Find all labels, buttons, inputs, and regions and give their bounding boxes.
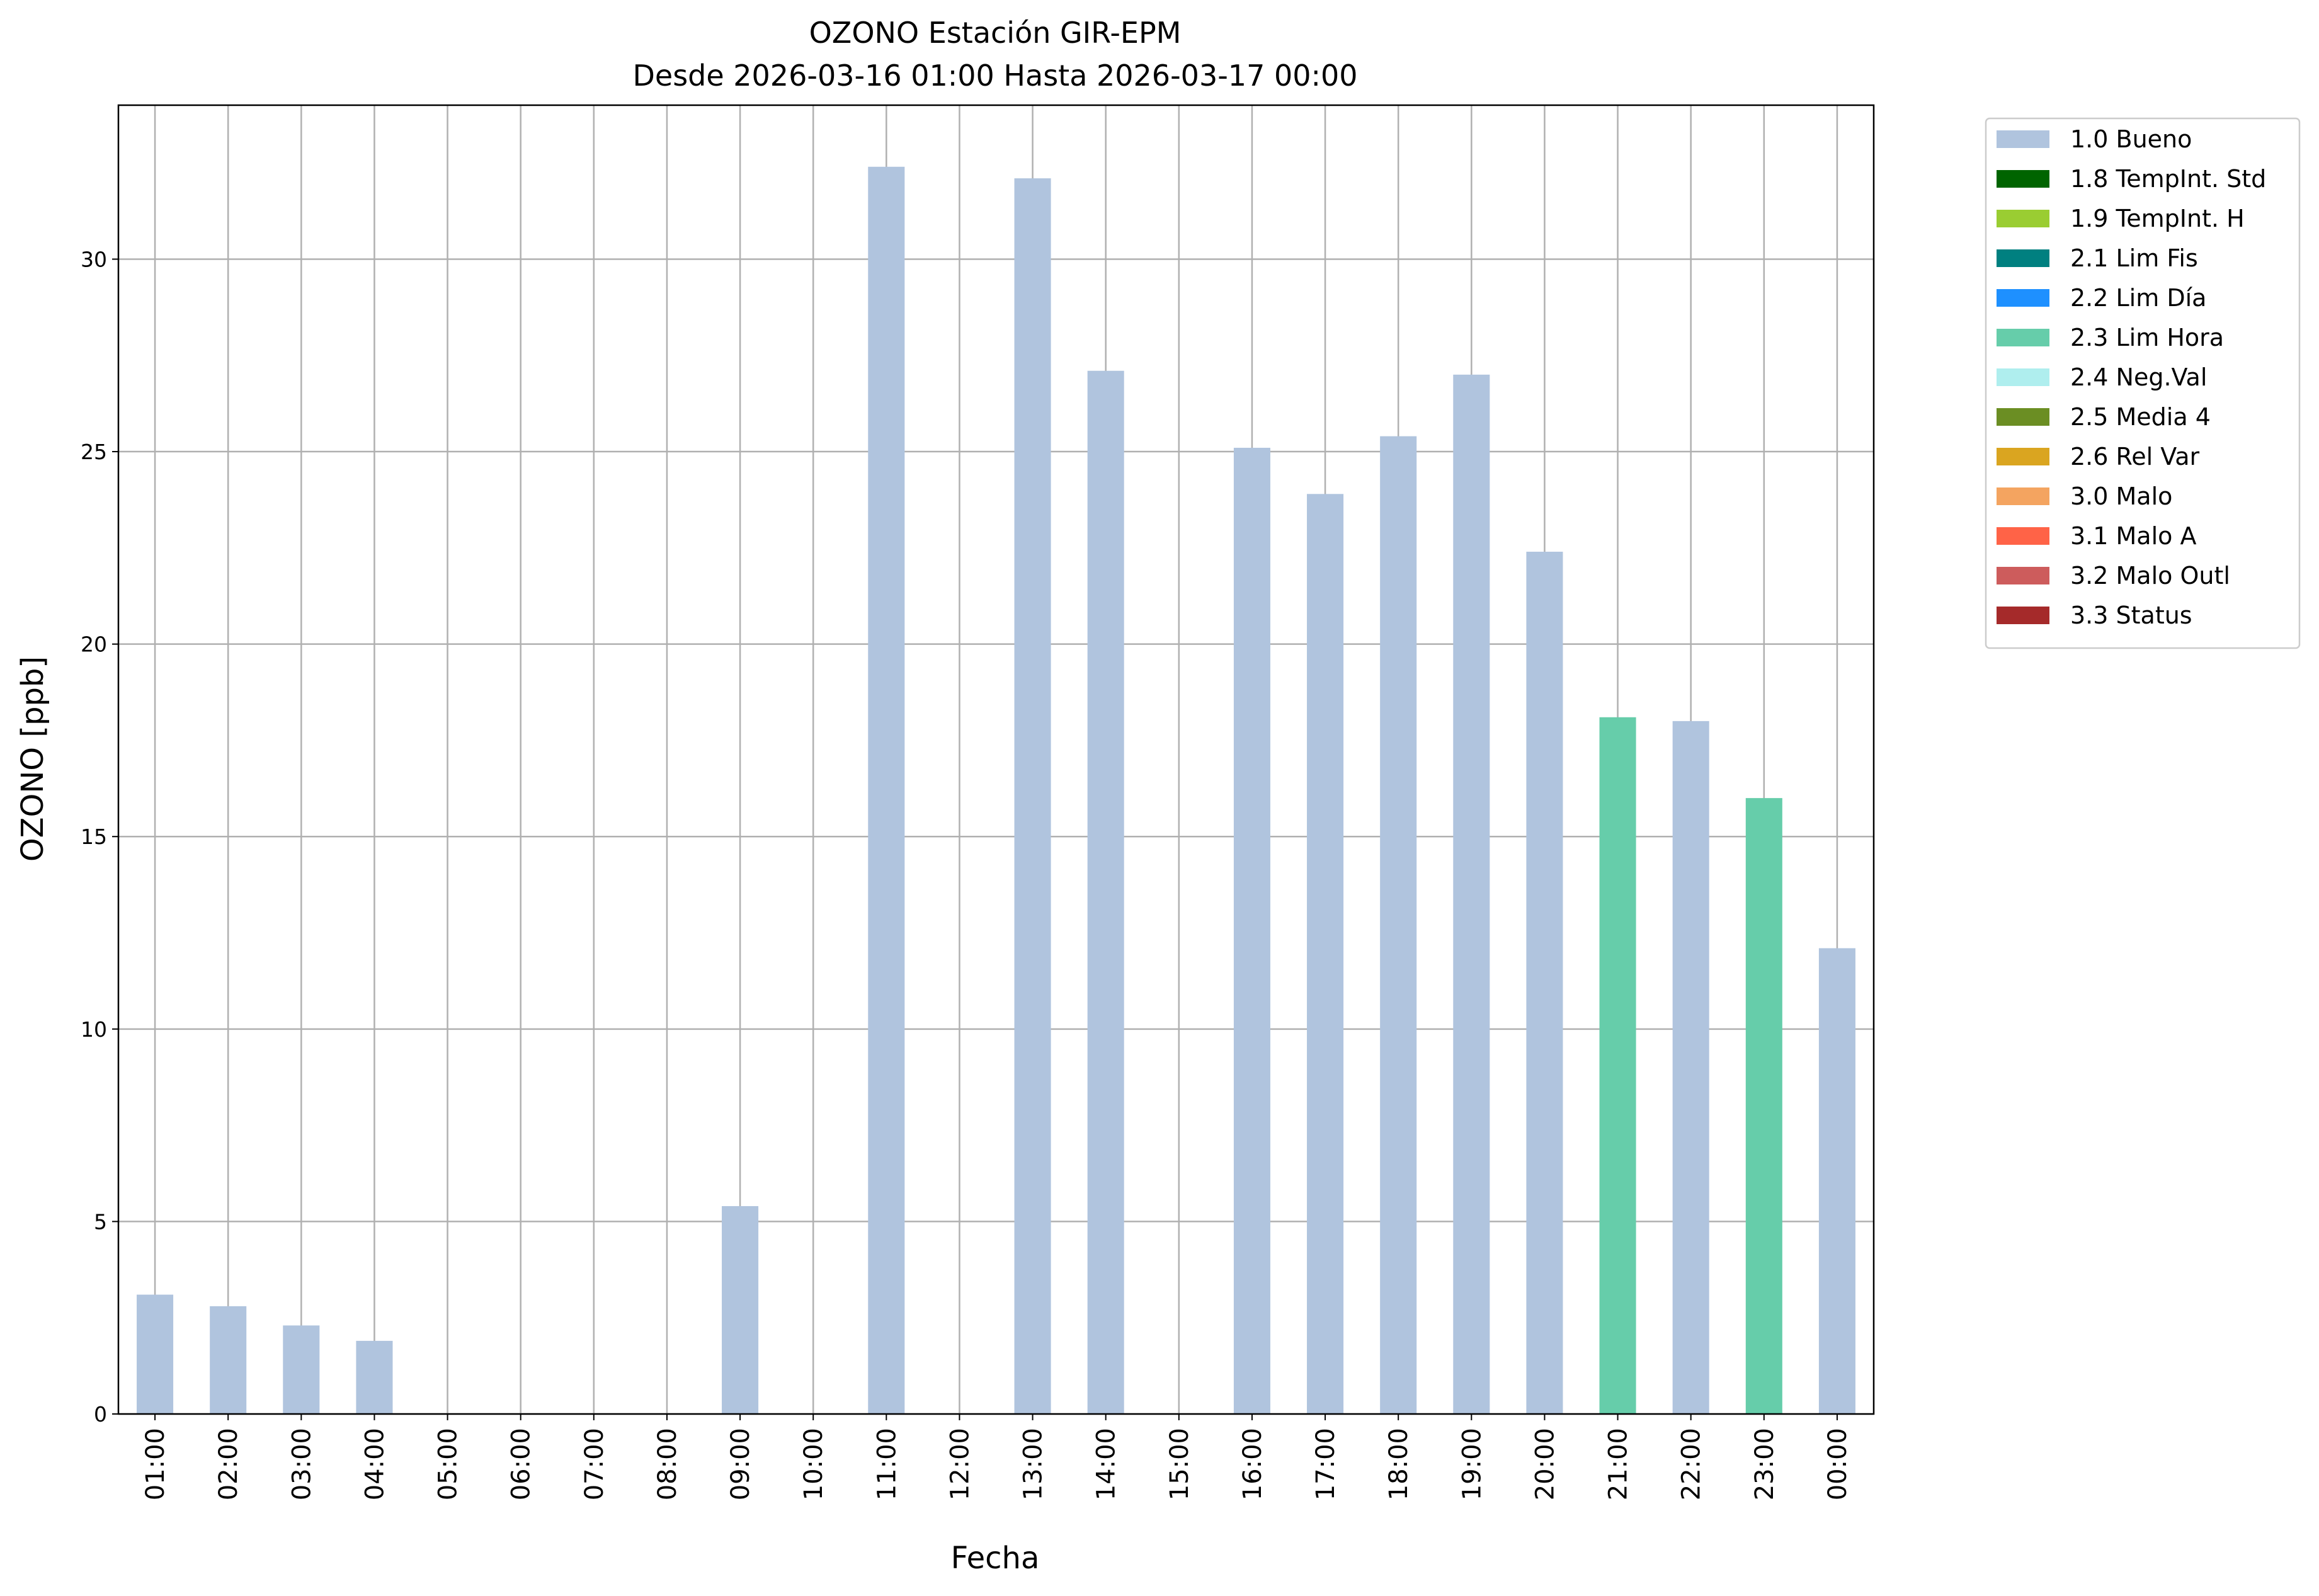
legend-swatch <box>1997 329 2049 346</box>
plot-frame <box>117 104 1875 1415</box>
bar <box>722 1206 759 1414</box>
legend-swatch <box>1997 289 2049 307</box>
bar <box>1380 436 1417 1414</box>
y-tick-label: 30 <box>81 247 107 271</box>
bar <box>1526 551 1563 1414</box>
y-axis-label: OZONO [ppb] <box>15 656 50 862</box>
x-tick-label: 22:00 <box>1677 1428 1706 1500</box>
legend-label: 1.0 Bueno <box>2070 125 2192 153</box>
x-tick-label: 12:00 <box>945 1428 974 1500</box>
x-tick-label: 10:00 <box>799 1428 828 1500</box>
legend-label: 3.3 Status <box>2070 601 2192 629</box>
bar <box>210 1306 247 1414</box>
y-tick-label: 0 <box>94 1402 107 1427</box>
bar <box>1087 370 1124 1414</box>
legend-label: 1.9 TempInt. H <box>2070 205 2245 232</box>
x-tick-label: 15:00 <box>1165 1428 1194 1500</box>
legend-swatch <box>1997 210 2049 227</box>
bar <box>1672 721 1709 1414</box>
legend-label: 2.6 Rel Var <box>2070 443 2200 470</box>
legend-swatch <box>1997 408 2049 426</box>
legend-swatch <box>1997 130 2049 148</box>
bar <box>137 1294 174 1414</box>
legend-label: 2.1 Lim Fis <box>2070 244 2198 272</box>
bar <box>1014 178 1051 1414</box>
x-tick-label: 06:00 <box>507 1428 536 1500</box>
y-tick-label: 25 <box>81 440 107 464</box>
bar <box>1818 948 1855 1414</box>
y-tick-label: 15 <box>81 824 107 849</box>
x-tick-label: 23:00 <box>1750 1428 1779 1500</box>
x-tick-label: 09:00 <box>726 1428 755 1500</box>
x-tick-label: 00:00 <box>1823 1428 1852 1500</box>
y-tick-label: 10 <box>81 1017 107 1042</box>
x-tick-label: 07:00 <box>580 1428 609 1500</box>
x-tick-label: 08:00 <box>653 1428 682 1500</box>
legend-swatch <box>1997 527 2049 545</box>
x-tick-label: 18:00 <box>1384 1428 1413 1500</box>
bar <box>868 166 905 1415</box>
bar <box>1453 374 1490 1415</box>
legend-label: 3.0 Malo <box>2070 482 2172 510</box>
legend-swatch <box>1997 448 2049 465</box>
legend-label: 2.2 Lim Día <box>2070 284 2206 312</box>
x-tick-label: 14:00 <box>1092 1428 1121 1500</box>
y-tick-label: 5 <box>94 1209 107 1234</box>
bar <box>1307 494 1344 1414</box>
legend-label: 2.5 Media 4 <box>2070 403 2211 431</box>
legend-label: 1.8 TempInt. Std <box>2070 165 2266 193</box>
x-tick-label: 13:00 <box>1019 1428 1048 1500</box>
legend-label: 3.1 Malo A <box>2070 522 2196 550</box>
legend-label: 3.2 Malo Outl <box>2070 562 2230 590</box>
legend-swatch <box>1997 567 2049 584</box>
x-tick-label: 20:00 <box>1530 1428 1559 1500</box>
x-tick-label: 17:00 <box>1311 1428 1340 1500</box>
bar <box>356 1340 393 1414</box>
bar <box>283 1325 320 1414</box>
x-tick-label: 11:00 <box>872 1428 901 1500</box>
chart-title: OZONO Estación GIR-EPM <box>809 16 1182 50</box>
x-tick-label: 02:00 <box>214 1428 243 1500</box>
legend-label: 2.3 Lim Hora <box>2070 324 2224 351</box>
x-tick-label: 16:00 <box>1238 1428 1267 1500</box>
x-tick-label: 19:00 <box>1457 1428 1486 1500</box>
bar <box>1745 798 1782 1414</box>
x-tick-label: 05:00 <box>434 1428 463 1500</box>
x-tick-label: 04:00 <box>360 1428 389 1500</box>
bar <box>1599 717 1636 1414</box>
x-axis-label: Fecha <box>951 1541 1040 1576</box>
legend-box <box>1985 117 2301 649</box>
y-tick-label: 20 <box>81 632 107 657</box>
bar <box>1233 447 1270 1415</box>
x-tick-label: 01:00 <box>141 1428 170 1500</box>
legend-swatch <box>1997 607 2049 624</box>
legend-label: 2.4 Neg.Val <box>2070 363 2207 391</box>
legend-swatch <box>1997 487 2049 505</box>
x-tick-label: 03:00 <box>287 1428 316 1500</box>
legend-swatch <box>1997 368 2049 386</box>
x-tick-label: 21:00 <box>1604 1428 1633 1500</box>
legend-swatch <box>1997 170 2049 188</box>
chart-subtitle: Desde 2026-03-16 01:00 Hasta 2026-03-17 … <box>632 59 1357 93</box>
legend-swatch <box>1997 249 2049 267</box>
